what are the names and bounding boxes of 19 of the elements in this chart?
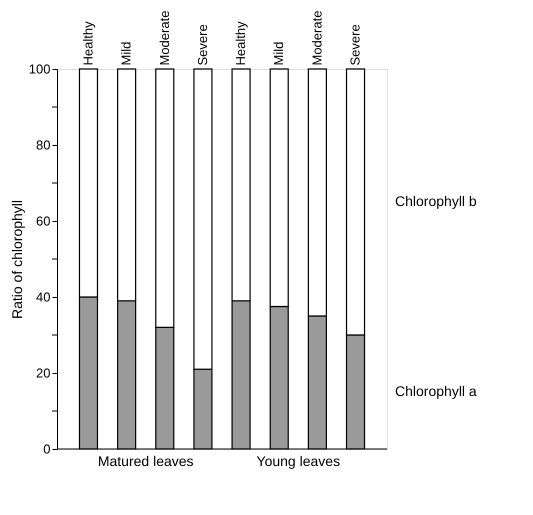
x-tick-label: Healthy: [80, 20, 96, 66]
y-tick-label: 80: [36, 138, 50, 152]
x-tick-label: Moderate: [156, 10, 172, 66]
x-tick-label: Severe: [348, 24, 363, 66]
y-axis-title: Ratio of chlorophyll: [8, 200, 25, 320]
text: Chlorophyll a: [395, 383, 477, 399]
text: Matured leaves: [98, 453, 194, 469]
y-tick-label: 20: [36, 366, 50, 380]
x-tick-label: Mild: [118, 42, 134, 66]
x-tick-label: Severe: [194, 24, 210, 66]
y-tick-label: 40: [36, 290, 50, 304]
x-tick-label: Healthy: [233, 20, 248, 66]
text: Chlorophyll b: [395, 193, 477, 209]
y-tick-label: 0: [43, 442, 50, 456]
x-tick-label: Mild: [271, 42, 286, 66]
text: Young leaves: [256, 453, 340, 469]
y-tick-label: 60: [36, 214, 50, 228]
x-tick-label: Moderate: [309, 10, 324, 66]
y-tick-label: 100: [28, 62, 50, 76]
